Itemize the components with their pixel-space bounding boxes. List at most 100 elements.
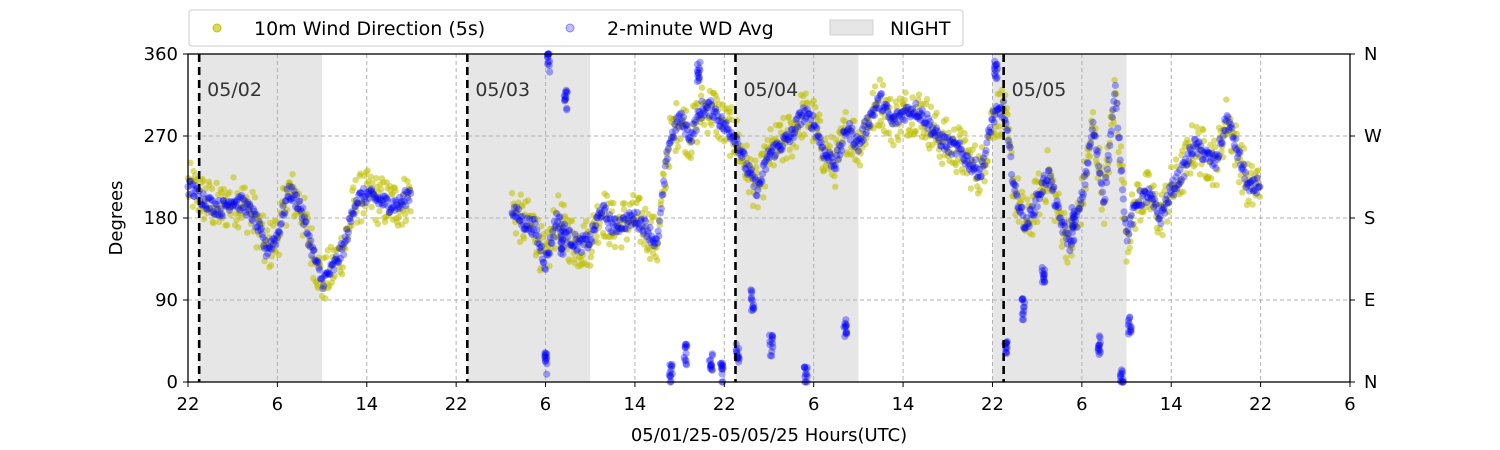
data-point — [718, 361, 726, 369]
data-point — [628, 216, 637, 224]
data-point — [218, 212, 226, 220]
x-tick-label: 22 — [981, 394, 1004, 415]
data-point — [718, 113, 726, 121]
data-point — [735, 149, 743, 157]
data-point — [876, 76, 884, 83]
data-point — [748, 296, 756, 305]
data-point — [200, 201, 208, 209]
data-point — [848, 151, 856, 158]
data-point — [995, 105, 1003, 113]
data-point — [988, 115, 996, 123]
data-point — [1068, 221, 1077, 229]
data-point — [189, 181, 197, 189]
data-point — [551, 224, 559, 232]
data-point — [1106, 139, 1114, 146]
legend-marker-night — [829, 19, 874, 36]
data-point — [743, 170, 752, 178]
data-point — [966, 161, 974, 169]
data-point — [970, 158, 977, 166]
data-point — [737, 151, 745, 159]
data-point — [891, 116, 899, 123]
data-point — [719, 125, 727, 133]
data-point — [261, 244, 269, 253]
data-point — [306, 243, 314, 251]
data-point — [190, 192, 198, 200]
data-point — [250, 207, 258, 215]
data-point — [385, 210, 393, 217]
data-point — [315, 264, 323, 272]
data-point — [946, 141, 954, 149]
data-point — [1176, 166, 1184, 174]
data-point — [557, 234, 565, 242]
data-point — [989, 107, 997, 115]
data-point — [699, 115, 706, 122]
data-point — [990, 70, 999, 78]
data-point — [510, 203, 518, 212]
data-point — [1204, 149, 1212, 157]
data-point — [1086, 153, 1094, 160]
data-point — [822, 151, 831, 159]
data-point — [927, 103, 935, 111]
data-point — [767, 126, 774, 133]
data-point — [776, 146, 784, 154]
data-point — [1232, 135, 1240, 143]
data-point — [1051, 203, 1060, 211]
data-point — [1173, 163, 1181, 170]
data-point — [761, 158, 769, 166]
data-point — [1045, 166, 1053, 174]
data-point — [1251, 186, 1259, 194]
data-point — [819, 152, 827, 160]
data-point — [310, 246, 318, 254]
data-point — [209, 197, 217, 205]
data-point — [585, 241, 593, 249]
data-point — [606, 241, 613, 248]
data-point — [789, 130, 797, 138]
data-point — [1018, 316, 1026, 324]
data-point — [825, 165, 833, 173]
data-point — [330, 266, 338, 274]
data-point — [541, 349, 549, 357]
data-point — [599, 202, 607, 210]
data-point — [1237, 165, 1246, 173]
data-point — [537, 265, 544, 272]
data-point — [1028, 211, 1036, 219]
data-point — [561, 96, 569, 104]
data-point — [1155, 215, 1163, 223]
data-point — [1041, 266, 1049, 274]
data-point — [1086, 143, 1094, 151]
data-point — [749, 301, 758, 309]
data-point — [749, 306, 757, 314]
data-point — [243, 229, 251, 236]
data-point — [1152, 200, 1160, 208]
data-point — [636, 217, 645, 225]
data-point — [767, 148, 775, 157]
data-point — [1093, 150, 1101, 158]
data-point — [370, 191, 378, 199]
data-point — [992, 67, 1000, 75]
data-point — [746, 169, 754, 177]
day-marker-label: 05/04 — [743, 79, 798, 101]
data-point — [810, 121, 819, 129]
data-point — [386, 208, 394, 216]
data-point — [546, 57, 554, 65]
data-point — [1156, 225, 1164, 232]
data-point — [694, 101, 702, 108]
data-point — [1018, 203, 1026, 211]
data-point — [864, 123, 872, 131]
data-point — [1049, 185, 1057, 193]
data-point — [1169, 176, 1177, 184]
data-point — [1066, 247, 1074, 255]
data-point — [555, 214, 563, 222]
data-point — [668, 128, 677, 136]
data-point — [269, 240, 277, 248]
data-point — [1196, 153, 1203, 161]
data-point — [832, 183, 839, 190]
data-point — [666, 372, 674, 380]
data-point — [313, 257, 321, 265]
data-point — [379, 201, 387, 209]
day-marker-label: 05/03 — [475, 79, 530, 101]
y-axis-title: Degrees — [106, 181, 127, 256]
data-point — [682, 360, 690, 368]
data-point — [717, 118, 725, 126]
x-tick-label: 6 — [1344, 394, 1355, 415]
